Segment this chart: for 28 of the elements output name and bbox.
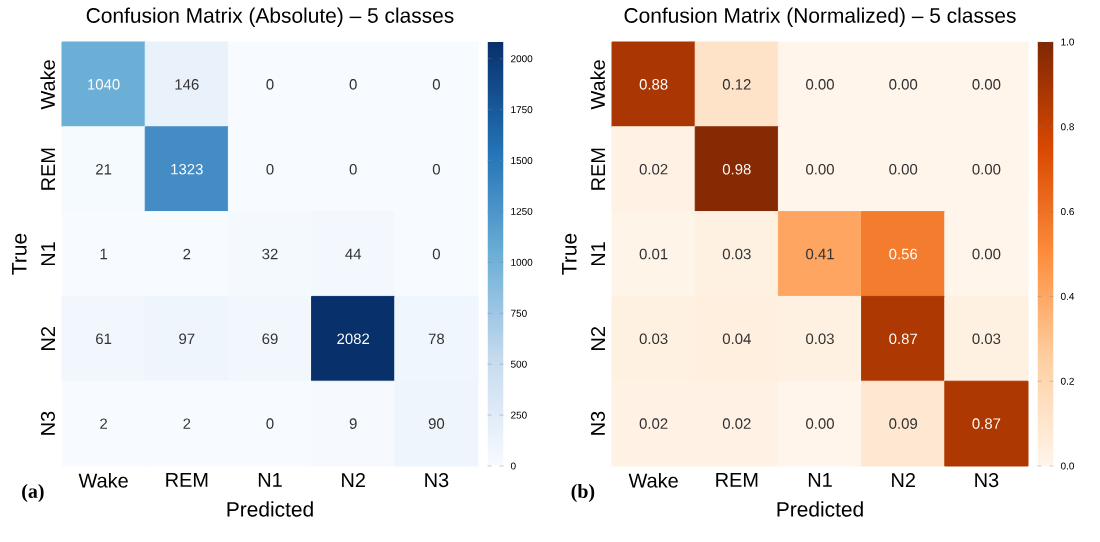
x-tick-label: N3 bbox=[975, 473, 999, 488]
y-tick-label: Wake bbox=[40, 60, 55, 110]
y-axis-title: True bbox=[12, 233, 27, 275]
y-tick-label: REM bbox=[591, 148, 605, 190]
x-axis-title: Predicted bbox=[777, 501, 863, 517]
x-tick-label: N2 bbox=[342, 473, 365, 487]
chart-title: Confusion Matrix (Normalized) – 5 classes bbox=[624, 7, 1016, 28]
y-tick-label: N1 bbox=[41, 242, 55, 266]
x-tick-label: REM bbox=[166, 473, 208, 487]
y-tick-label: N3 bbox=[590, 411, 605, 435]
y-tick-label: REM bbox=[41, 148, 55, 190]
y-tick-label: N2 bbox=[591, 327, 605, 350]
x-tick-label: N1 bbox=[258, 473, 282, 487]
x-tick-label: N2 bbox=[892, 473, 915, 487]
x-tick-label: N1 bbox=[808, 473, 832, 487]
text: (b) bbox=[571, 483, 595, 503]
y-tick-label: N2 bbox=[41, 327, 55, 350]
x-tick-label: REM bbox=[716, 473, 758, 487]
chart-title: Confusion Matrix (Absolute) – 5 classes bbox=[86, 7, 454, 28]
text: (a) bbox=[22, 483, 44, 503]
x-tick-label: Wake bbox=[78, 473, 128, 488]
y-tick-label: N1 bbox=[591, 242, 605, 266]
x-tick-label: N3 bbox=[425, 473, 449, 488]
y-axis-title: True bbox=[562, 233, 577, 275]
x-tick-label: Wake bbox=[628, 473, 678, 488]
y-tick-label: N3 bbox=[40, 411, 55, 435]
y-tick-label: Wake bbox=[590, 60, 605, 110]
x-axis-title: Predicted bbox=[227, 501, 313, 517]
